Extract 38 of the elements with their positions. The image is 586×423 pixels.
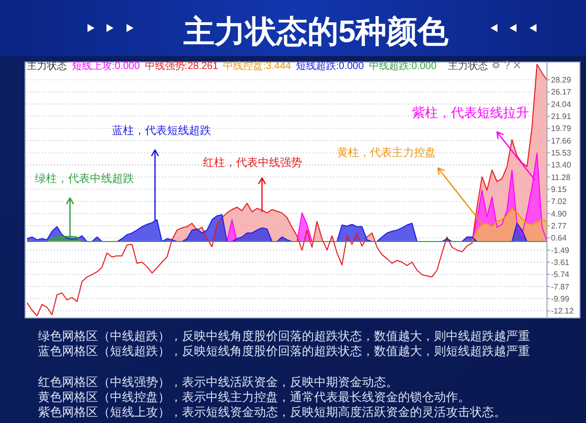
annotation: 紫柱，代表短线拉升 (412, 105, 529, 120)
y-tick-label: -7.87 (551, 282, 570, 292)
y-tick-label: 11.28 (551, 172, 571, 182)
y-tick-label: 7.02 (551, 197, 568, 206)
text: 黄色网格区（中线控盘），表示中线主力控盘，通常代表最长线资金的锁仓动作。 (38, 390, 470, 404)
text: 红色网格区（中线强势），表示中线活跃资金，反映中期资金动态。 (38, 375, 398, 389)
y-tick-label: -5.74 (551, 270, 570, 280)
y-tick-label: 2.77 (551, 221, 568, 230)
annotation: 黄柱，代表主力控盘 (337, 146, 436, 159)
text: 短线超跌:0.000 (296, 60, 364, 72)
text: 短线上攻:0.000 (72, 60, 140, 72)
y-tick-label: -1.49 (551, 246, 570, 255)
y-tick-label: 13.40 (551, 160, 572, 170)
text: 蓝色网格区（短线超跌），反映短线角度股价回落的超跌状态，数值越大，则短线超跌越严重 (38, 344, 530, 358)
annotation: 绿柱，代表中线超跌 (35, 172, 134, 185)
y-tick-label: 24.04 (551, 100, 572, 109)
annotation: 主力状态 (448, 60, 488, 72)
y-tick-label: 4.90 (551, 209, 568, 218)
y-tick-label: 15.53 (551, 148, 572, 158)
y-tick-label: 21.91 (551, 112, 572, 122)
y-tick-label: -3.61 (551, 258, 570, 267)
y-tick-label: 28.29 (551, 76, 572, 85)
y-tick-label: -12.12 (551, 306, 574, 316)
legend-title: 主力状态 (27, 60, 67, 72)
chart-title: 主力状态的5种颜色 (182, 14, 450, 49)
y-tick-label: 9.15 (551, 185, 568, 194)
y-tick-label: 19.79 (551, 124, 572, 134)
text: 绿色网格区（中线超跌），反映中线角度股价回落的超跌状态，数值越大，则中线超跌越严重 (38, 329, 530, 343)
annotation: 红柱，代表中线强势 (203, 156, 302, 169)
y-tick-label: 0.64 (551, 234, 568, 243)
y-tick-label: 26.17 (551, 88, 572, 97)
text: 中线强势:28.261 (144, 60, 219, 72)
text: 中线控盘:3.444 (223, 60, 292, 72)
y-tick-label: -9.99 (551, 294, 570, 304)
y-tick-label: 17.66 (551, 136, 572, 146)
text: 中线超跌:0.000 (368, 60, 437, 72)
text: 紫色网格区（短线上攻），表示短线资金动态，反映短期高度活跃资金的灵活攻击状态。 (38, 405, 506, 419)
annotation: 蓝柱，代表短线超跌 (112, 124, 211, 137)
